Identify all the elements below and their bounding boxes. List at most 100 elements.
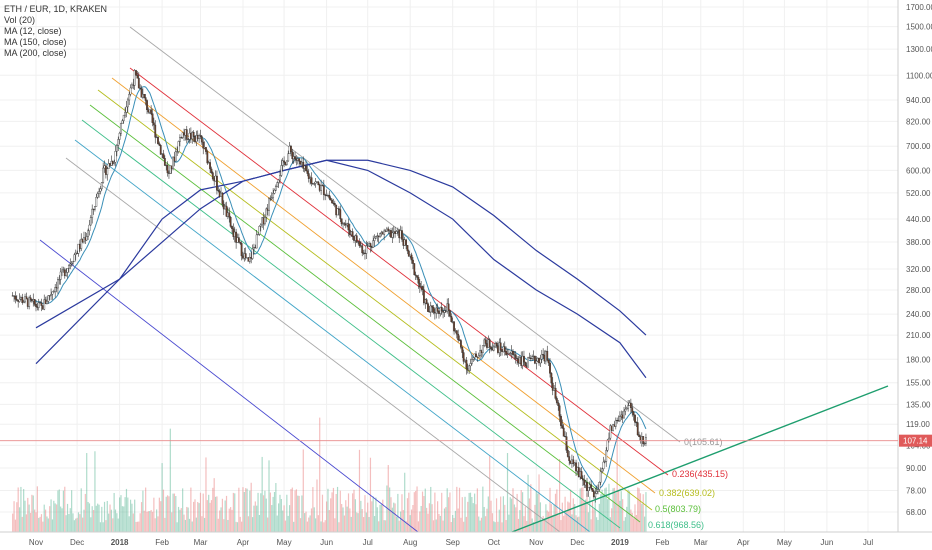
- volume-bar: [482, 486, 484, 532]
- candle-body: [187, 139, 190, 141]
- volume-bar: [380, 504, 383, 532]
- candle-body: [139, 87, 142, 89]
- price-tick-label: 440.00: [906, 215, 931, 224]
- volume-bar: [23, 489, 25, 532]
- candle-body: [89, 217, 92, 226]
- volume-bar: [445, 507, 447, 532]
- price-tick-label: 78.00: [906, 486, 927, 495]
- volume-bar: [65, 515, 67, 532]
- volume-bar: [49, 506, 51, 532]
- candle-body: [18, 298, 21, 302]
- volume-bar: [443, 508, 446, 532]
- volume-bar: [421, 491, 424, 532]
- volume-bar: [365, 512, 367, 532]
- volume-bar: [383, 520, 385, 532]
- candle-body: [629, 402, 632, 408]
- legend-ma-12[interactable]: MA (12, close): [4, 26, 62, 36]
- volume-bar: [467, 501, 469, 532]
- candle-body: [581, 478, 584, 481]
- legend-volume[interactable]: Vol (20): [4, 15, 36, 25]
- volume-bar: [309, 515, 311, 532]
- volume-bars: [12, 417, 647, 532]
- volume-bar: [476, 488, 478, 532]
- volume-bar: [357, 513, 359, 532]
- candle-body: [306, 170, 309, 174]
- volume-bar: [408, 492, 410, 532]
- candle-body: [514, 354, 517, 359]
- fib-level-label: 0.236(435.15): [672, 469, 728, 479]
- fib-channel-line: [74, 139, 591, 533]
- candle-body: [631, 407, 634, 413]
- volume-bar: [131, 503, 133, 532]
- volume-bar: [471, 496, 473, 532]
- volume-bar: [338, 522, 340, 532]
- volume-bar: [287, 515, 289, 532]
- volume-bar: [449, 492, 451, 532]
- volume-bar: [386, 485, 388, 532]
- candle-body: [277, 179, 280, 183]
- candle-body: [205, 147, 207, 152]
- volume-bar: [352, 493, 354, 532]
- volume-bar: [367, 502, 369, 532]
- volume-bar: [29, 512, 32, 532]
- candle-body: [124, 111, 126, 116]
- volume-bar: [390, 497, 392, 532]
- volume-bar: [520, 490, 522, 532]
- volume-bar: [373, 516, 376, 532]
- volume-bar: [214, 496, 217, 532]
- volume-bar: [272, 496, 274, 532]
- volume-bar: [247, 516, 250, 532]
- volume-bar: [521, 492, 524, 532]
- candle-body: [338, 208, 340, 210]
- volume-bar: [343, 515, 346, 532]
- volume-bar: [447, 497, 450, 532]
- candle-body: [211, 172, 214, 180]
- volume-bar: [516, 493, 518, 532]
- candle-body: [322, 185, 325, 195]
- volume-bar: [582, 487, 584, 532]
- candle-body: [602, 461, 605, 470]
- volume-bar: [123, 506, 125, 532]
- candle-body: [608, 437, 610, 441]
- volume-bar: [579, 488, 581, 532]
- volume-bar: [297, 495, 299, 532]
- volume-bar: [605, 487, 607, 532]
- candle-body: [258, 226, 261, 235]
- legend-ma-150[interactable]: MA (150, close): [4, 37, 67, 47]
- legend-ma-200[interactable]: MA (200, close): [4, 48, 67, 58]
- price-tick-label: 1100.00: [906, 71, 932, 80]
- volume-bar: [500, 496, 502, 532]
- legend-symbol[interactable]: ETH / EUR, 1D, KRAKEN: [4, 4, 108, 14]
- last-price-tag: [899, 434, 932, 447]
- candle-body: [475, 353, 477, 357]
- time-axis[interactable]: Nov Dec 2018 Feb Mar Apr May Jun Jul Aug Sep Oct Nov…: [29, 538, 873, 547]
- volume-bar: [168, 496, 170, 532]
- candle-body: [488, 339, 491, 348]
- volume-bar: [565, 512, 568, 532]
- volume-bar: [472, 503, 474, 532]
- candle-body: [91, 208, 94, 218]
- candle-body: [143, 93, 146, 98]
- candle-body: [431, 305, 434, 308]
- volume-bar: [454, 510, 457, 532]
- volume-bar: [129, 499, 132, 532]
- candle-body: [37, 302, 40, 308]
- candle-body: [320, 185, 323, 191]
- volume-bar: [508, 514, 510, 532]
- volume-bar: [221, 498, 224, 532]
- candle-body: [540, 354, 543, 360]
- volume-bar: [80, 488, 82, 532]
- candle-body: [281, 160, 284, 166]
- volume-bar: [62, 490, 65, 532]
- candle-body: [554, 387, 557, 399]
- candle-body: [460, 340, 462, 348]
- candle-body: [336, 208, 339, 216]
- volume-bar: [627, 489, 629, 532]
- volume-bar: [347, 493, 350, 532]
- candle-body: [120, 123, 122, 134]
- volume-bar: [112, 518, 114, 532]
- candle-body: [28, 297, 31, 307]
- volume-bar: [184, 519, 187, 532]
- volume-bar: [213, 478, 215, 532]
